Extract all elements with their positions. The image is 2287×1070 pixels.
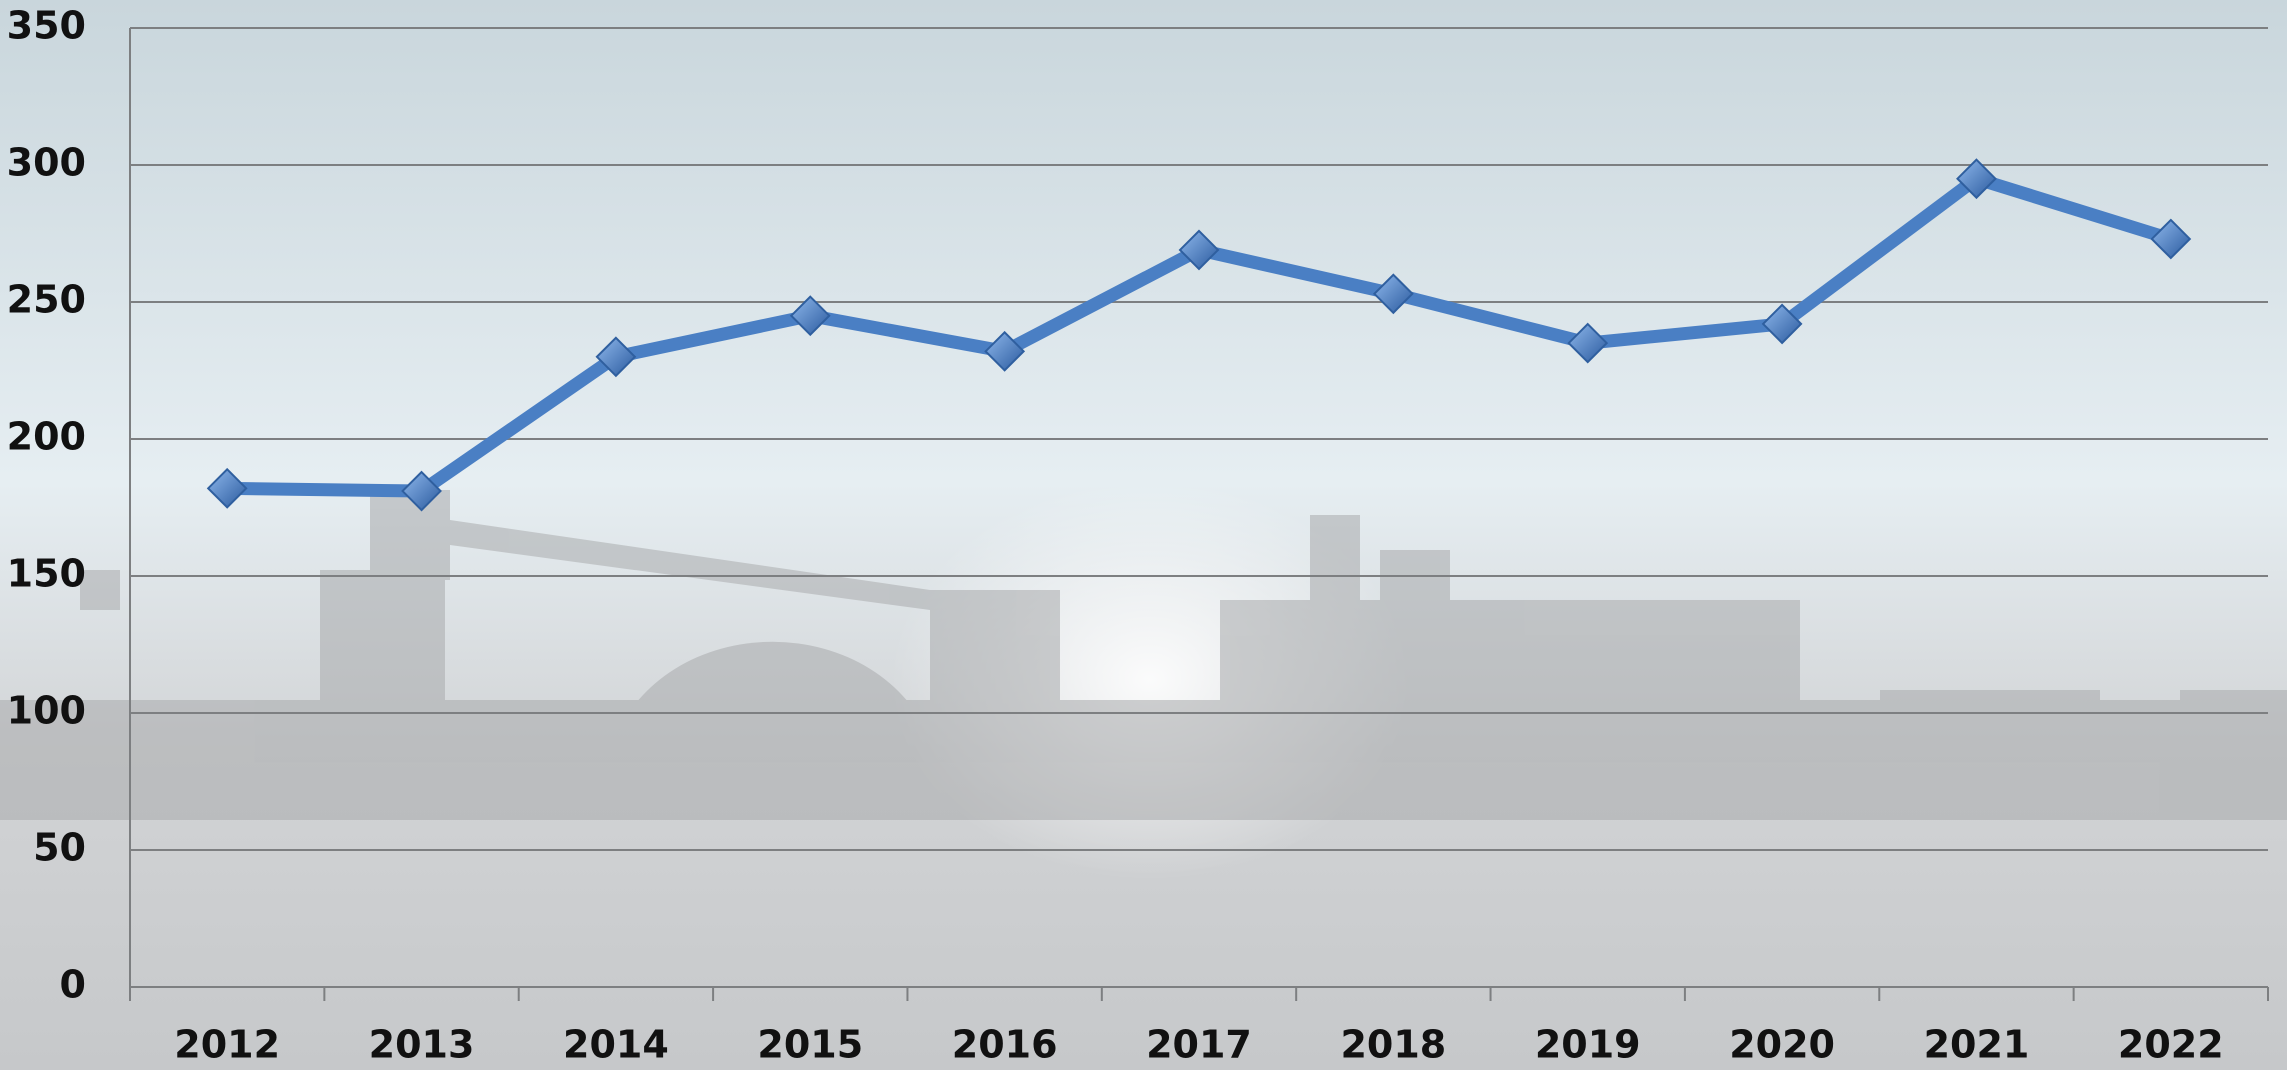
marker [206,467,248,509]
x-tick-label: 2019 [1535,1023,1641,1067]
y-tick-label: 0 [60,963,86,1007]
x-tick-label: 2014 [563,1023,669,1067]
marker [789,295,831,337]
marker [401,470,442,512]
x-tick-label: 2017 [1146,1023,1252,1067]
marker [1956,158,1997,200]
x-tick-label: 2016 [952,1023,1058,1067]
y-tick-label: 350 [7,4,86,48]
marker [1178,229,1220,271]
x-tick-label: 2018 [1340,1023,1446,1067]
x-tick-label: 2015 [757,1023,863,1067]
y-tick-label: 150 [7,552,86,596]
y-tick-label: 250 [7,278,86,322]
y-tick-label: 300 [7,141,86,185]
marker [1372,273,1414,315]
x-tick-label: 2013 [369,1023,475,1067]
marker [1567,322,1609,364]
y-tick-label: 50 [33,826,86,870]
y-tick-label: 200 [7,415,86,459]
x-tick-label: 2021 [1924,1023,2030,1067]
marker [595,336,637,378]
x-tick-label: 2020 [1729,1023,1835,1067]
x-tick-label: 2012 [174,1023,280,1067]
marker [2150,218,2192,260]
x-tick-label: 2022 [2118,1023,2224,1067]
marker [1761,303,1803,345]
marker [984,330,1026,372]
y-tick-label: 100 [7,689,86,733]
